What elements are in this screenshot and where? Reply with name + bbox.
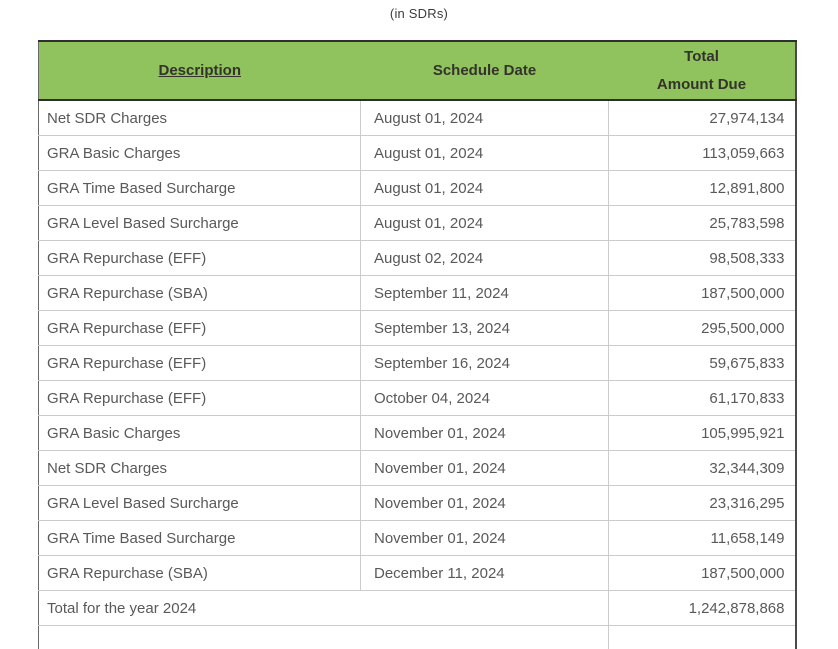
total-row: Total for the year 2024 1,242,878,868	[38, 590, 796, 626]
row-description: GRA Level Based Surcharge	[38, 205, 361, 241]
table-row: GRA Time Based Surcharge August 01, 2024…	[38, 170, 796, 206]
row-description: Net SDR Charges	[38, 100, 361, 136]
row-amount-due: 11,658,149	[608, 520, 796, 556]
row-description: GRA Repurchase (EFF)	[38, 240, 361, 276]
row-schedule-date: November 01, 2024	[360, 485, 609, 521]
total-header-line2: Amount Due	[656, 75, 747, 93]
row-description: Net SDR Charges	[38, 450, 361, 486]
total-row-amount: 1,242,878,868	[608, 590, 796, 626]
table-row: GRA Repurchase (EFF) August 02, 2024 98,…	[38, 240, 796, 276]
row-description: GRA Time Based Surcharge	[38, 170, 361, 206]
row-amount-due: 12,891,800	[608, 170, 796, 206]
row-amount-due: 105,995,921	[608, 415, 796, 451]
total-row-label: Total for the year 2024	[38, 590, 609, 626]
row-amount-due: 113,059,663	[608, 135, 796, 171]
row-amount-due: 187,500,000	[608, 275, 796, 311]
total-header-line1: Total	[684, 47, 719, 65]
row-description: GRA Repurchase (EFF)	[38, 310, 361, 346]
clipped-empty-row	[38, 625, 796, 649]
row-description: GRA Repurchase (SBA)	[38, 555, 361, 591]
row-description: GRA Repurchase (EFF)	[38, 380, 361, 416]
row-schedule-date: October 04, 2024	[360, 380, 609, 416]
row-schedule-date: November 01, 2024	[360, 415, 609, 451]
row-amount-due: 27,974,134	[608, 100, 796, 136]
table-row: GRA Basic Charges August 01, 2024 113,05…	[38, 135, 796, 171]
row-schedule-date: September 16, 2024	[360, 345, 609, 381]
row-schedule-date: November 01, 2024	[360, 520, 609, 556]
table-row: GRA Repurchase (SBA) September 11, 2024 …	[38, 275, 796, 311]
column-header-schedule-date: Schedule Date	[360, 40, 609, 101]
row-description: GRA Basic Charges	[38, 415, 361, 451]
row-schedule-date: August 01, 2024	[360, 170, 609, 206]
table-row: Net SDR Charges August 01, 2024 27,974,1…	[38, 100, 796, 136]
table-row: GRA Level Based Surcharge November 01, 2…	[38, 485, 796, 521]
row-amount-due: 61,170,833	[608, 380, 796, 416]
row-amount-due: 295,500,000	[608, 310, 796, 346]
table-row: Net SDR Charges November 01, 2024 32,344…	[38, 450, 796, 486]
table-row: GRA Repurchase (EFF) October 04, 2024 61…	[38, 380, 796, 416]
column-header-total-amount-due: Total Amount Due	[608, 40, 796, 101]
row-description: GRA Basic Charges	[38, 135, 361, 171]
row-amount-due: 187,500,000	[608, 555, 796, 591]
column-header-description[interactable]: Description	[38, 40, 361, 101]
table-row: GRA Level Based Surcharge August 01, 202…	[38, 205, 796, 241]
table-row: GRA Basic Charges November 01, 2024 105,…	[38, 415, 796, 451]
table-row: GRA Time Based Surcharge November 01, 20…	[38, 520, 796, 556]
row-schedule-date: August 01, 2024	[360, 135, 609, 171]
row-amount-due: 98,508,333	[608, 240, 796, 276]
table-row: GRA Repurchase (EFF) September 16, 2024 …	[38, 345, 796, 381]
empty-amount-cell	[608, 625, 796, 649]
row-amount-due: 32,344,309	[608, 450, 796, 486]
schedule-date-header-label: Schedule Date	[432, 62, 537, 79]
description-sort-link[interactable]: Description	[158, 62, 241, 79]
sdr-payments-table: Description Schedule Date Total Amount D…	[38, 40, 797, 649]
row-schedule-date: December 11, 2024	[360, 555, 609, 591]
row-amount-due: 25,783,598	[608, 205, 796, 241]
table-row: GRA Repurchase (EFF) September 13, 2024 …	[38, 310, 796, 346]
row-schedule-date: August 02, 2024	[360, 240, 609, 276]
row-schedule-date: September 13, 2024	[360, 310, 609, 346]
row-description: GRA Repurchase (SBA)	[38, 275, 361, 311]
row-schedule-date: November 01, 2024	[360, 450, 609, 486]
table-caption: (in SDRs)	[389, 6, 449, 21]
empty-cell	[38, 625, 609, 649]
row-description: GRA Time Based Surcharge	[38, 520, 361, 556]
row-description: GRA Repurchase (EFF)	[38, 345, 361, 381]
row-schedule-date: August 01, 2024	[360, 100, 609, 136]
row-amount-due: 59,675,833	[608, 345, 796, 381]
row-schedule-date: August 01, 2024	[360, 205, 609, 241]
row-amount-due: 23,316,295	[608, 485, 796, 521]
table-header-row: Description Schedule Date Total Amount D…	[38, 40, 796, 101]
table-row: GRA Repurchase (SBA) December 11, 2024 1…	[38, 555, 796, 591]
row-schedule-date: September 11, 2024	[360, 275, 609, 311]
row-description: GRA Level Based Surcharge	[38, 485, 361, 521]
